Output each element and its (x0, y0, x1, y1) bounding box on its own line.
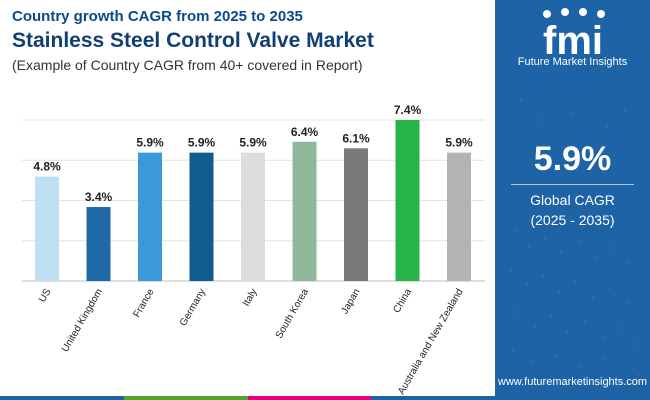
data-label: 3.4% (85, 190, 113, 204)
x-tick-label: Italy (241, 287, 260, 308)
global-cagr-value: 5.9% (533, 140, 612, 178)
bar-italy (241, 152, 265, 281)
bar-france (138, 152, 162, 281)
dot-pattern-decoration (509, 98, 639, 370)
data-label: 5.9% (445, 136, 473, 150)
bottom-color-bar (0, 396, 495, 400)
x-tick-label: US (37, 287, 54, 305)
bottom-bar-segment (123, 396, 248, 400)
data-label: 6.1% (342, 131, 370, 145)
fmi-logo: fmi (495, 6, 650, 63)
summary-panel: fmi Future Market Insights 5.9% Global C… (495, 0, 650, 400)
website-link[interactable]: www.futuremarketinsights.com (497, 376, 648, 388)
bar-germany (189, 152, 214, 281)
chart-header: Country growth CAGR from 2025 to 2035 St… (12, 8, 482, 74)
x-tick-label: China (392, 287, 415, 316)
logo-mark-text: fmi (543, 19, 603, 58)
cagr-divider (511, 184, 634, 185)
bar-us (35, 176, 59, 281)
chart-subtitle: Country growth CAGR from 2025 to 2035 (12, 8, 303, 25)
data-label: 7.4% (394, 103, 422, 117)
chart-description: (Example of Country CAGR from 40+ covere… (12, 57, 363, 73)
x-tick-label: United Kingdom (60, 287, 105, 354)
bottom-bar-segment (0, 396, 124, 400)
bar-australia-and-new-zealand (447, 152, 471, 281)
bar-china (395, 120, 420, 281)
bar-united-kingdom (86, 207, 111, 281)
data-label: 4.8% (33, 160, 61, 174)
x-tick-label: Japan (339, 287, 362, 316)
data-label: 5.9% (136, 136, 164, 150)
cagr-label-line1: Global CAGR (530, 192, 615, 208)
global-cagr-label: Global CAGR (2025 - 2035) (495, 190, 650, 230)
bar-japan (344, 148, 368, 281)
x-tick-label: France (132, 287, 157, 320)
data-label: 5.9% (239, 136, 267, 150)
bottom-bar-segment (371, 396, 495, 400)
cagr-label-line2: (2025 - 2035) (530, 212, 615, 228)
x-tick-label: Germany (178, 287, 208, 328)
data-label: 6.4% (291, 125, 319, 139)
chart-title: Stainless Steel Control Valve Market (12, 29, 374, 52)
brand-name: Future Market Insights (517, 56, 628, 68)
x-tick-label: South Korea (274, 287, 312, 341)
bar-south-korea (292, 141, 317, 281)
data-label: 5.9% (188, 136, 216, 150)
bottom-bar-segment (247, 396, 372, 400)
